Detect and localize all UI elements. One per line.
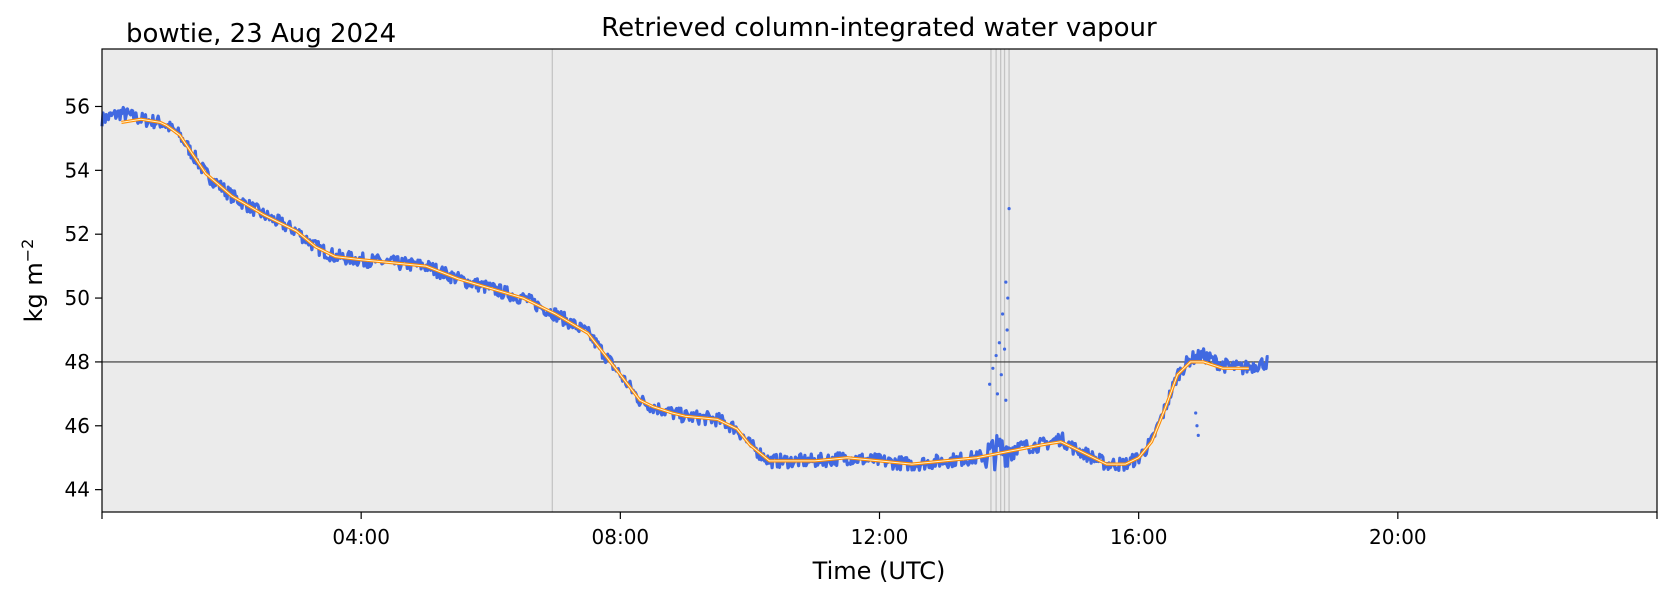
y-tick-label: 44 [65,478,90,502]
x-tick-label: 04:00 [332,525,390,549]
outlier-point [988,382,992,386]
smoothed-series-line [121,118,1249,465]
plot-background [102,49,1657,512]
outlier-point [1004,398,1008,402]
outlier-point [994,353,998,358]
outlier-point [1006,296,1010,300]
x-tick-label: 12:00 [851,525,909,549]
outlier-point [1005,328,1009,332]
y-tick-label: 56 [65,94,90,118]
outlier-point [999,373,1003,377]
y-axis-label-main: kg m [20,262,48,322]
outlier-point [1002,347,1007,351]
y-tick-label: 46 [65,414,90,438]
outlier-point [1196,433,1200,437]
x-tick-label: 16:00 [1110,525,1168,549]
outlier-point [1194,411,1198,415]
outlier-point [995,392,1000,396]
x-axis: 04:00 08:00 12:00 16:00 20:00 [101,512,1658,549]
x-tick-label: 08:00 [592,525,650,549]
outlier-point [991,366,995,370]
chart-subtitle: bowtie, 23 Aug 2024 [126,19,396,49]
vertical-markers [551,49,1010,512]
x-tick-label: 20:00 [1369,525,1427,549]
outlier-point [1004,280,1008,284]
outlier-points [988,207,1200,437]
y-axis-label: kg m−2 [18,239,48,323]
chart-title: Retrieved column-integrated water vapour [601,13,1157,43]
outlier-point [1195,424,1199,428]
plot-area [100,48,1658,513]
y-tick-label: 54 [65,158,90,182]
outlier-point [997,341,1001,345]
y-tick-label: 50 [65,286,90,310]
outlier-point [1001,312,1005,316]
y-tick-label: 52 [65,222,90,246]
y-axis-label-exponent: −2 [18,239,37,263]
y-axis: 44 46 48 50 52 54 56 [65,94,102,502]
y-tick-label: 48 [65,350,90,374]
outlier-point [1007,207,1011,211]
x-axis-label: Time (UTC) [812,557,946,585]
